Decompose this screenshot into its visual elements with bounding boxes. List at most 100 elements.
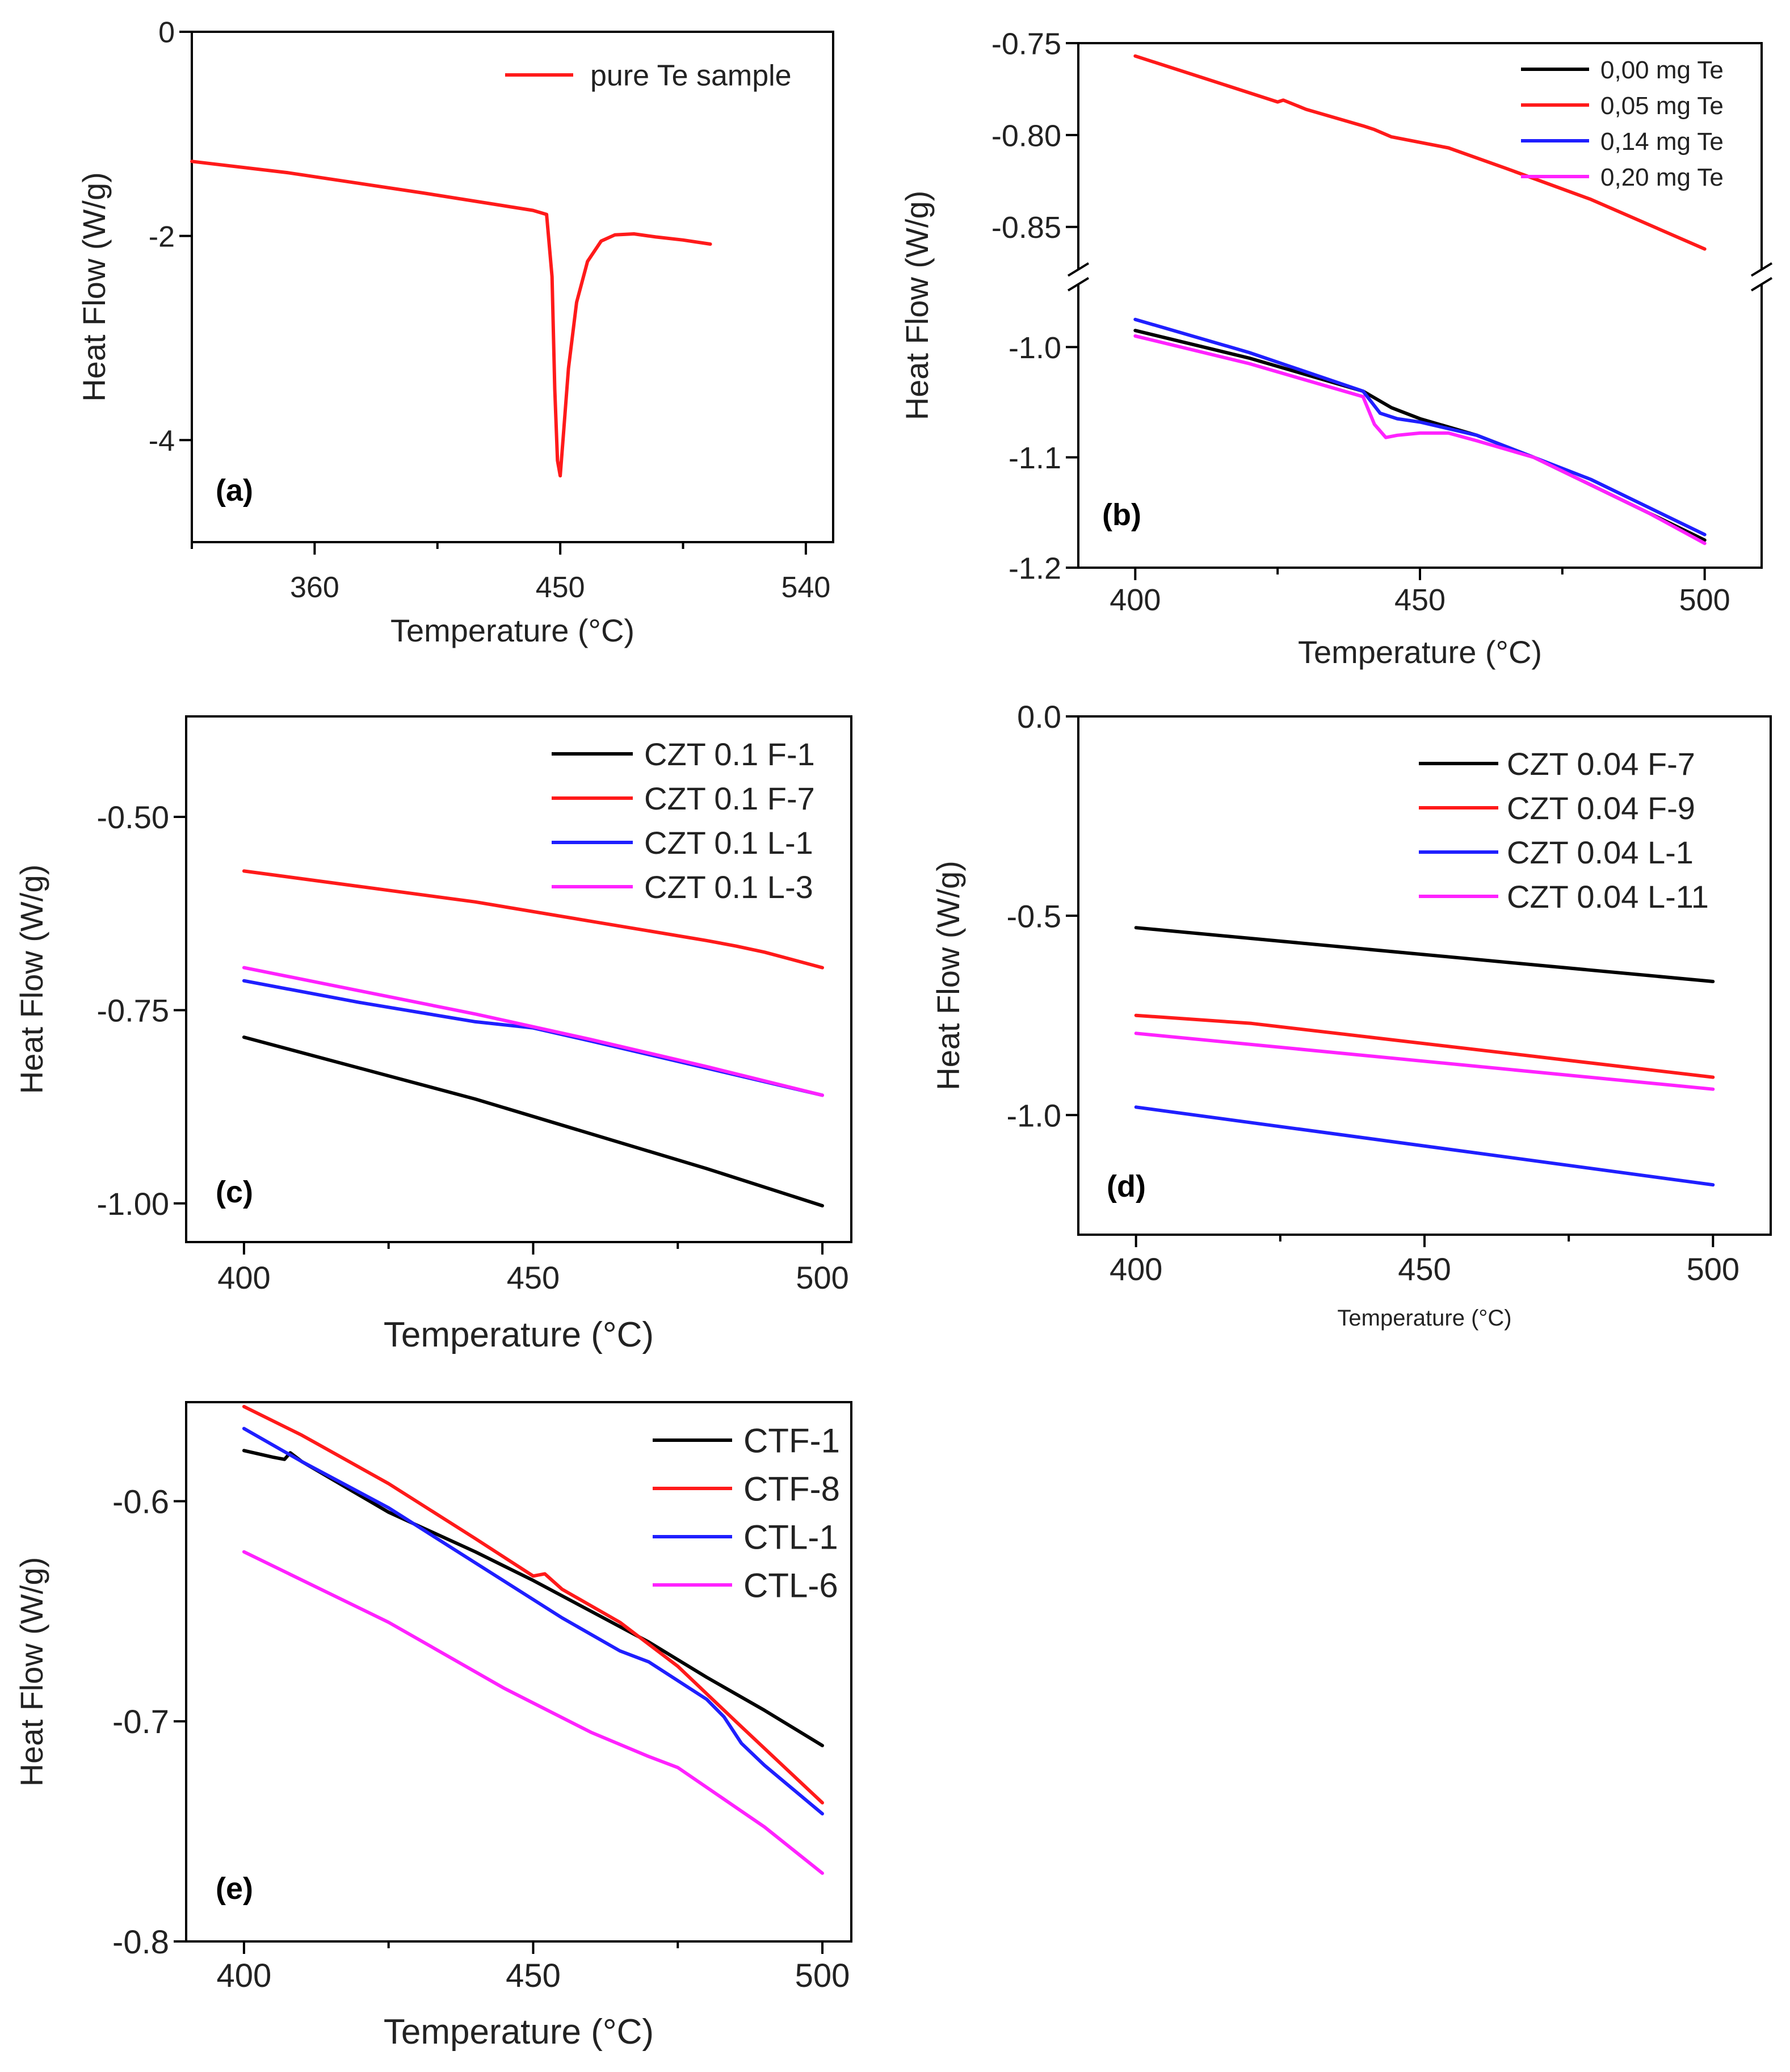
series-line-0-00-mg-te: [1133, 329, 1707, 542]
x-tick-label: 500: [795, 1957, 850, 1994]
chart-panel-b: 400 450 500 -0.75 -0.80 -0.85 -1.0 -1.1 -1.2 Temp…: [899, 27, 1773, 670]
x-axis-title: Temperature (°C): [384, 1315, 654, 1354]
panel-label: (c): [216, 1175, 253, 1209]
legend-entry: CZT 0.04 F-7: [1507, 746, 1695, 782]
x-tick-label: 450: [506, 1957, 561, 1994]
y-tick-label: -2: [149, 220, 175, 253]
panel-label: (a): [216, 473, 253, 507]
x-axis-title: Temperature (°C): [1298, 634, 1542, 670]
y-tick-label: -0.75: [96, 993, 169, 1029]
series-line-ctf-1: [242, 1449, 824, 1747]
panel-label: (e): [216, 1872, 253, 1906]
legend-entry: 0,00 mg Te: [1600, 56, 1724, 84]
y-tick-label: -1.0: [1009, 331, 1061, 365]
y-tick-label: -1.1: [1009, 441, 1061, 475]
plot-frame: [191, 31, 834, 543]
x-tick-label: 450: [536, 571, 585, 604]
chart-panel-e: 400 450 500 -0.6 -0.7 -0.8 Temperature (°C) Hea…: [14, 1401, 852, 2052]
y-tick-label: -4: [149, 425, 175, 458]
x-tick-label: 540: [781, 571, 831, 604]
x-axis-title: Temperature (°C): [1337, 1306, 1511, 1331]
y-tick-label: -1.00: [96, 1186, 169, 1222]
y-tick-label: 0.0: [1017, 699, 1061, 735]
series-line-0-20-mg-te: [1133, 334, 1707, 546]
legend-entry: CZT 0.1 F-7: [644, 781, 815, 816]
plot-frame: [185, 1401, 852, 1943]
y-tick-label: 0: [158, 16, 175, 49]
series-line-ctf-8: [242, 1404, 824, 1805]
legend-entry: CTF-8: [743, 1470, 840, 1508]
axis-break-mark-0-b: [1067, 277, 1090, 292]
x-tick-label: 500: [1687, 1251, 1739, 1287]
y-tick-label: -0.7: [112, 1704, 169, 1740]
y-axis-title: Heat Flow (W/g): [14, 865, 49, 1094]
y-axis-title: Heat Flow (W/g): [899, 191, 935, 421]
x-tick-label: 400: [1110, 1251, 1162, 1287]
chart-panel-c: 400 450 500 -0.50 -0.75 -1.00 Temperature (°C)…: [14, 715, 852, 1354]
y-axis-title: Heat Flow (W/g): [930, 861, 966, 1090]
legend-entry: CZT 0.1 L-1: [644, 825, 813, 861]
x-tick-label: 500: [1679, 583, 1730, 617]
y-tick-label: -0.5: [1007, 898, 1062, 934]
series-line-ctl-6: [242, 1550, 824, 1875]
x-tick-label: 400: [217, 1260, 270, 1295]
series-line-czt-0-1-l-3: [242, 966, 824, 1097]
y-tick-label: -1.0: [1007, 1097, 1062, 1133]
y-tick-label: -0.50: [96, 799, 169, 835]
series-line-ctl-1: [242, 1427, 824, 1816]
legend-entry: CTL-1: [743, 1519, 838, 1557]
series-line-czt-0-04-f-9: [1134, 1013, 1715, 1079]
legend-entry: CZT 0.1 F-1: [644, 736, 815, 772]
x-axis-title: Temperature (°C): [384, 2012, 654, 2052]
chart-panel-a: 360 450 540 0 -2 -4 Temperature (°C) Heat Flow …: [76, 16, 834, 648]
x-tick-label: 400: [217, 1957, 272, 1994]
y-tick-label: -0.8: [112, 1924, 169, 1961]
series-line-czt-0-1-l-1: [242, 979, 824, 1097]
legend-entry: 0,20 mg Te: [1600, 163, 1724, 191]
x-tick-label: 450: [507, 1260, 560, 1295]
plot-frame-upper: [1077, 42, 1763, 270]
legend: pure Te sample: [505, 60, 792, 93]
legend-entry: pure Te sample: [590, 60, 792, 93]
series-line-pure-te-sample: [190, 160, 712, 478]
series-line-czt-0-1-f-7: [242, 869, 824, 970]
legend-entry: 0,05 mg Te: [1600, 92, 1724, 120]
x-tick-label: 360: [290, 571, 339, 604]
legend-entry: CZT 0.1 L-3: [644, 869, 813, 905]
legend-entry: CTF-1: [743, 1422, 840, 1460]
series-line-0-05-mg-te: [1133, 54, 1707, 251]
series-line-0-14-mg-te: [1133, 317, 1707, 536]
plot-frame: [185, 715, 852, 1243]
legend-entry: CZT 0.04 F-9: [1507, 790, 1695, 826]
y-axis-title: Heat Flow (W/g): [14, 1557, 49, 1787]
axis-break-mark-1-a: [1750, 262, 1773, 277]
y-tick-label: -1.2: [1009, 551, 1061, 585]
axis-break-mark-0-a: [1067, 262, 1090, 277]
legend-entry: CZT 0.04 L-1: [1507, 834, 1694, 870]
legend: CTF-1 CTF-8 CTL-1 CTL-6: [653, 1422, 840, 1605]
y-tick-label: -0.80: [991, 119, 1061, 153]
y-tick-label: -0.6: [112, 1483, 169, 1520]
axis-break-mark-1-b: [1750, 277, 1773, 292]
x-tick-label: 450: [1394, 583, 1446, 617]
legend-entry: 0,14 mg Te: [1600, 128, 1724, 156]
panel-label: (b): [1102, 498, 1141, 532]
legend-entry: CTL-6: [743, 1567, 838, 1605]
panel-label: (d): [1107, 1169, 1146, 1203]
y-tick-label: -0.75: [991, 27, 1061, 61]
legend: CZT 0.1 F-1 CZT 0.1 F-7 CZT 0.1 L-1 CZT 0.1…: [552, 736, 815, 905]
series-line-czt-0-04-f-7: [1134, 926, 1715, 983]
series-line-czt-0-1-f-1: [242, 1035, 824, 1207]
x-axis-title: Temperature (°C): [390, 613, 635, 648]
legend: 0,00 mg Te 0,05 mg Te 0,14 mg Te 0,20 mg Te: [1521, 56, 1724, 191]
x-tick-label: 500: [796, 1260, 848, 1295]
y-axis-title: Heat Flow (W/g): [76, 172, 112, 402]
legend: CZT 0.04 F-7 CZT 0.04 F-9 CZT 0.04 L-1 CZT …: [1419, 746, 1709, 915]
chart-panel-d: 400 450 500 0.0 -0.5 -1.0 Temperature (°C) Heat…: [930, 699, 1772, 1331]
x-tick-label: 400: [1110, 583, 1161, 617]
plot-frame-lower: [1077, 283, 1763, 569]
series-line-czt-0-04-l-11: [1134, 1031, 1715, 1091]
legend-entry: CZT 0.04 L-11: [1507, 879, 1709, 915]
series-line-czt-0-04-l-1: [1134, 1105, 1715, 1187]
